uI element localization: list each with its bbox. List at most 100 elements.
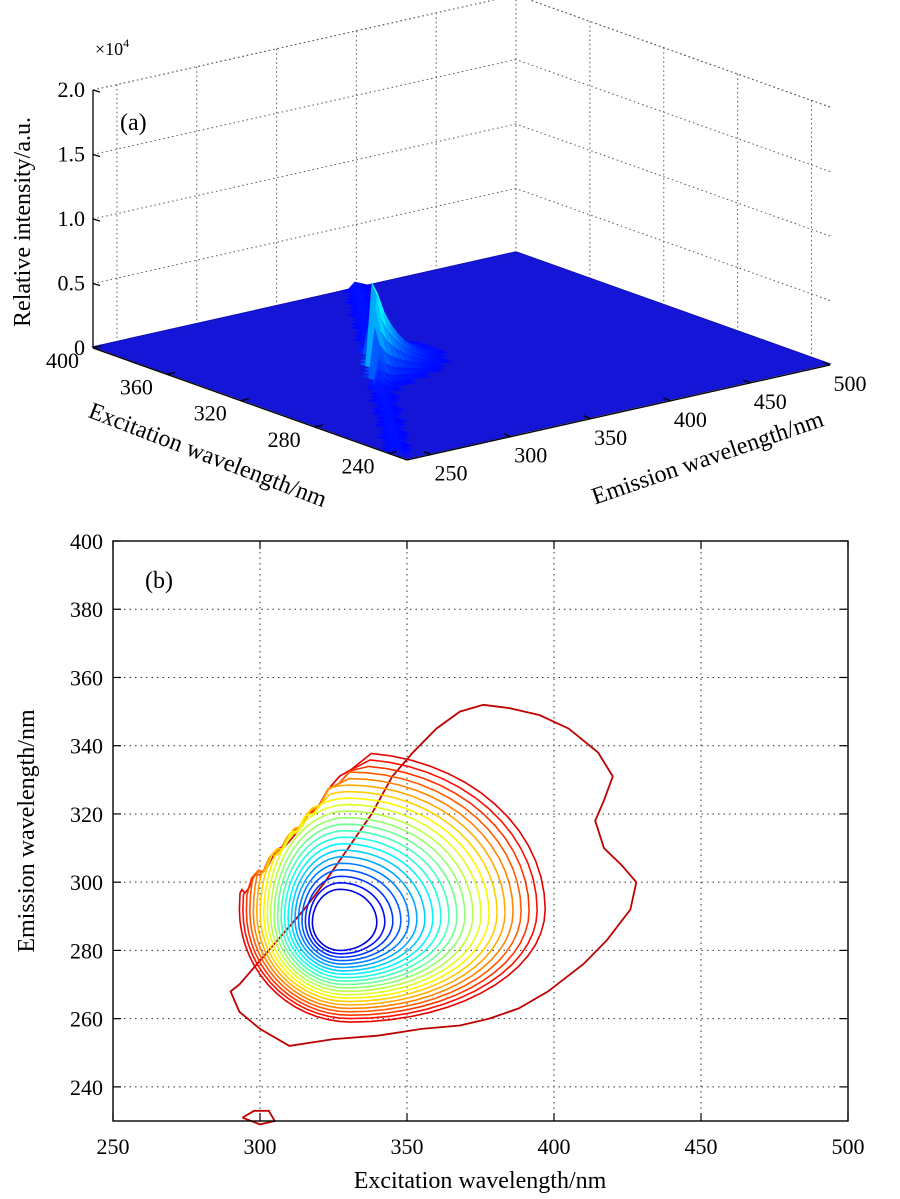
emission-axis-line bbox=[406, 364, 831, 461]
contour-line bbox=[287, 842, 434, 976]
contour-line bbox=[280, 829, 450, 982]
excitation-tick-label: 320 bbox=[194, 401, 227, 426]
y-tick-label: 260 bbox=[70, 1007, 103, 1032]
excitation-tick bbox=[314, 424, 323, 428]
panel-label-b: (b) bbox=[145, 568, 173, 594]
contour-line bbox=[248, 771, 522, 1013]
surface-patch bbox=[386, 396, 399, 404]
surface-patch bbox=[387, 394, 401, 402]
excitation-tick bbox=[388, 450, 397, 455]
contour-line bbox=[297, 862, 410, 965]
surface-patch bbox=[397, 429, 411, 435]
contour-line bbox=[245, 765, 530, 1017]
contour-line bbox=[259, 790, 498, 1003]
contour-grid bbox=[113, 541, 848, 1121]
z-tick bbox=[92, 153, 101, 158]
contour-line bbox=[255, 784, 506, 1006]
y-tick-label: 280 bbox=[70, 938, 103, 963]
contour-line bbox=[276, 823, 458, 986]
x-tick-label: 450 bbox=[685, 1134, 718, 1159]
grid-line bbox=[92, 123, 517, 220]
emission-tick bbox=[503, 433, 512, 438]
surface-patch bbox=[392, 421, 405, 429]
contour-frame bbox=[112, 540, 849, 1122]
emission-tick-label: 400 bbox=[674, 407, 707, 432]
grid-line bbox=[92, 188, 517, 284]
surface-patch bbox=[389, 386, 403, 392]
grid-line bbox=[92, 59, 517, 155]
emission-tick bbox=[583, 415, 591, 420]
surface-mesh bbox=[91, 251, 832, 460]
z-tick-label: 2.0 bbox=[58, 77, 86, 102]
contour-ticks: 250 300 350 400 450 500 240 260 280 300 320 340 360 3… bbox=[70, 529, 865, 1159]
surface-patch bbox=[389, 409, 402, 417]
surface-patch bbox=[400, 441, 414, 448]
y-tick-label: 360 bbox=[70, 665, 103, 690]
x-tick-label: 500 bbox=[832, 1134, 865, 1159]
surface-patch bbox=[397, 448, 410, 457]
surface-patch bbox=[437, 358, 452, 364]
surface-patch bbox=[391, 405, 405, 411]
x-tick-label: 300 bbox=[244, 1134, 277, 1159]
contour-line bbox=[283, 836, 442, 979]
surface-patch bbox=[394, 417, 408, 423]
surface-plot-a: 0 0.5 1.0 1.5 2.0 400 360 320 280 240 250 300 350 400… bbox=[10, 0, 867, 513]
emission-tick-label: 500 bbox=[834, 371, 867, 396]
z-axis-label: Relative intensity/a.u. bbox=[10, 117, 36, 327]
excitation-axis-line bbox=[92, 347, 408, 461]
y-tick-label: 320 bbox=[70, 802, 103, 827]
emission-tick bbox=[423, 451, 432, 456]
z-tick bbox=[92, 89, 101, 93]
excitation-tick bbox=[166, 371, 176, 375]
contour-line bbox=[311, 888, 378, 952]
excitation-tick bbox=[92, 345, 102, 349]
surface-patch bbox=[399, 443, 412, 451]
surface-patch bbox=[361, 283, 375, 289]
surface-base bbox=[91, 251, 832, 460]
contour-line bbox=[262, 797, 490, 1000]
surface-patch bbox=[390, 407, 403, 414]
surface-patch bbox=[402, 379, 417, 385]
surface-patch bbox=[396, 431, 409, 438]
surface-patch bbox=[416, 372, 430, 378]
grid-line bbox=[515, 188, 831, 301]
emission-tick-label: 300 bbox=[514, 443, 547, 468]
surface-patch bbox=[395, 433, 408, 441]
contour-line bbox=[238, 752, 546, 1023]
contour-line bbox=[308, 881, 386, 955]
surface-patch bbox=[429, 366, 444, 372]
z-tick-label: 0.5 bbox=[58, 271, 86, 296]
emission-tick bbox=[742, 379, 751, 384]
contour-line bbox=[301, 868, 402, 962]
z-tick-label: 1.5 bbox=[58, 142, 86, 167]
grid-line bbox=[528, 0, 831, 108]
surface-patch bbox=[359, 287, 372, 295]
surface-patch bbox=[433, 353, 448, 357]
emission-tick bbox=[822, 361, 831, 366]
contour-plot-b: 250 300 350 400 450 500 240 260 280 300 320 340 360 3… bbox=[14, 529, 865, 1194]
excitation-tick-label: 280 bbox=[268, 427, 301, 452]
y-axis-label: Emission wavelength/nm bbox=[14, 709, 40, 953]
y-tick-label: 240 bbox=[70, 1075, 103, 1100]
surface-patch bbox=[388, 392, 402, 399]
contour-line-small bbox=[241, 1109, 277, 1126]
surface-axes: 0 0.5 1.0 1.5 2.0 400 360 320 280 240 250 300 350 400… bbox=[46, 77, 867, 486]
emission-tick-label: 450 bbox=[754, 389, 787, 414]
grid-line bbox=[515, 123, 831, 237]
surface-patch bbox=[430, 363, 445, 368]
grid-line bbox=[92, 0, 497, 91]
z-tick bbox=[92, 282, 101, 287]
x-axis-label: Excitation wavelength/nm bbox=[354, 1168, 607, 1194]
excitation-tick bbox=[240, 398, 249, 402]
y-tick-label: 300 bbox=[70, 870, 103, 895]
surface-patch bbox=[434, 350, 448, 354]
x-tick-label: 350 bbox=[391, 1134, 424, 1159]
contour-line bbox=[294, 855, 418, 969]
contour-line bbox=[252, 777, 514, 1010]
surface-patch bbox=[360, 284, 373, 292]
emission-axis-label: Emission wavelength/nm bbox=[588, 406, 827, 510]
contour-line bbox=[304, 875, 394, 959]
y-tick-label: 340 bbox=[70, 734, 103, 759]
excitation-tick-label: 360 bbox=[120, 374, 153, 399]
grid-line bbox=[515, 59, 831, 172]
